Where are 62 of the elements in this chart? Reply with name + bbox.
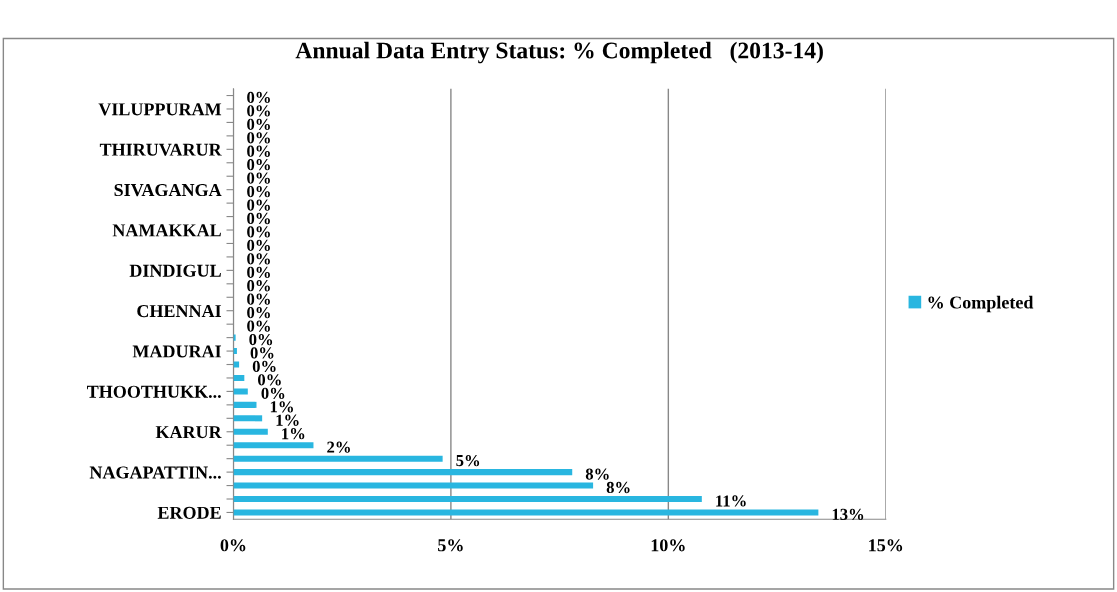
bar	[233, 495, 702, 503]
bar	[233, 334, 236, 341]
y-tick-label: DINDIGUL	[129, 264, 221, 277]
bar	[233, 469, 573, 476]
y-tick-label: CHENNAI	[137, 305, 222, 318]
data-label: 0%	[258, 374, 281, 386]
bar	[233, 428, 268, 435]
data-label: 0%	[247, 280, 270, 292]
chart-title: Annual Data Entry Status: % Completed (2013-14)	[295, 41, 823, 64]
data-label: 0%	[247, 159, 270, 171]
data-label: 0%	[261, 387, 285, 399]
data-label: 0%	[247, 185, 270, 198]
legend-label: % Completed	[928, 295, 1034, 313]
data-label: 0%	[247, 105, 270, 117]
y-tick-label: NAMAKKAL	[112, 224, 221, 237]
y-tick-label: SIVAGANGA	[114, 183, 222, 197]
y-tick-label: NAGAPATTIN...	[89, 466, 221, 479]
bar	[233, 401, 257, 408]
data-label: 11%	[716, 495, 746, 507]
data-label: 0%	[247, 212, 270, 225]
y-tick-label: ERODE	[157, 506, 221, 519]
y-tick-label: MADURAI	[132, 345, 222, 358]
data-label: 0%	[247, 320, 270, 332]
data-label: 0%	[247, 239, 270, 252]
data-label: 5%	[456, 454, 480, 467]
x-tick-label: 10%	[651, 539, 685, 552]
data-label: 0%	[247, 132, 270, 144]
x-tick-label: 5%	[438, 539, 463, 552]
y-tick-label: KARUR	[155, 426, 222, 439]
x-tick-label: 15%	[869, 539, 903, 552]
bar	[233, 455, 443, 462]
data-label: 0%	[252, 360, 276, 373]
data-label: 8%	[606, 481, 630, 494]
data-label: 13%	[832, 508, 864, 521]
bar	[233, 374, 245, 381]
x-tick-label: 0%	[220, 539, 246, 552]
data-label: 0%	[247, 293, 270, 305]
bar	[233, 361, 240, 368]
y-tick-label: VILUPPURAM	[98, 103, 222, 116]
data-label: 0%	[247, 199, 270, 211]
bar	[233, 415, 263, 422]
data-label: 0%	[247, 307, 270, 319]
data-label: 0%	[247, 226, 270, 238]
data-label: 0%	[247, 172, 270, 184]
data-label: 0%	[247, 145, 270, 157]
data-label: 1%	[282, 428, 305, 440]
data-label: 0%	[250, 347, 274, 359]
data-label: 1%	[276, 414, 299, 426]
bar	[233, 482, 594, 489]
bar	[233, 388, 248, 395]
bar	[233, 509, 819, 516]
data-label: 1%	[270, 401, 293, 413]
data-label: 2%	[327, 441, 350, 453]
bar	[233, 442, 314, 449]
y-tick-label: THIRUVARUR	[99, 143, 222, 156]
data-label: 0%	[247, 266, 270, 278]
data-label: 0%	[247, 91, 270, 104]
data-label: 0%	[249, 333, 273, 346]
y-tick-label: THOOTHUKK...	[87, 385, 221, 398]
data-label: 8%	[585, 468, 609, 480]
data-label: 0%	[247, 118, 270, 131]
data-label: 0%	[247, 253, 270, 265]
